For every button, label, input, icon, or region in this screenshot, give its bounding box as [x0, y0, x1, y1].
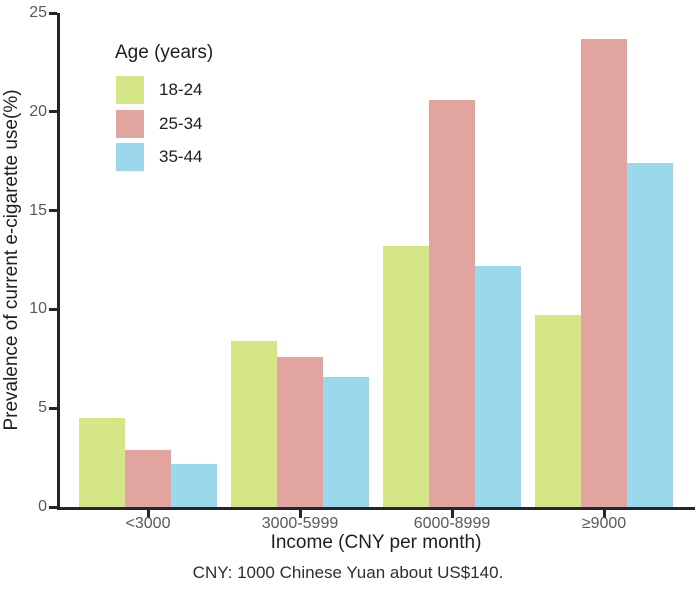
y-tick-label-15: 15	[29, 201, 47, 219]
legend-item-35-44: 35-44	[116, 143, 202, 171]
bar-age-18-24-income-2	[383, 246, 429, 507]
bar-age-25-34-income-0	[125, 449, 171, 507]
legend-swatch-18-24	[116, 76, 144, 104]
x-axis-title: Income (CNY per month)	[270, 532, 482, 553]
bar-age-35-44-income-0	[171, 463, 217, 507]
y-tick-mark-15	[49, 209, 57, 213]
legend-label-35-44: 35-44	[159, 147, 203, 166]
bar-age-18-24-income-3	[535, 315, 581, 507]
y-tick-label-25: 25	[29, 4, 47, 21]
legend-label-25-34: 25-34	[159, 113, 203, 133]
x-tick-mark-0	[146, 510, 150, 518]
x-tick-label-3: ≥9000	[581, 515, 627, 532]
y-tick-label-10: 10	[29, 300, 47, 318]
bar-age-35-44-income-1	[323, 376, 369, 507]
y-tick-label-5: 5	[38, 399, 47, 417]
x-tick-mark-1	[298, 510, 302, 518]
y-axis-title: Prevalence of current e-cigarette use(%)	[1, 89, 22, 431]
legend-swatch-35-44	[116, 143, 144, 171]
legend-swatch-25-34	[116, 109, 144, 138]
bar-age-25-34-income-2	[429, 99, 475, 507]
bar-age-18-24-income-1	[231, 341, 277, 507]
y-tick-label-0: 0	[38, 498, 47, 515]
legend: Age (years) 18-24 25-34 35-44	[60, 13, 310, 183]
x-tick-label-2: 6000-8999	[413, 515, 491, 532]
x-tick-mark-3	[602, 510, 606, 518]
y-tick-mark-20	[49, 110, 57, 114]
y-tick-mark-25	[49, 11, 57, 15]
legend-title: Age (years)	[115, 42, 214, 63]
bar-age-18-24-income-0	[79, 418, 125, 507]
plot-area: Age (years) 18-24 25-34 35-44 0 5 10 15 20 25 <3…	[29, 4, 695, 532]
bar-age-25-34-income-1	[277, 356, 323, 507]
footnote-caption: CNY: 1000 Chinese Yuan about US$140.	[192, 563, 504, 582]
x-tick-label-1: 3000-5999	[261, 515, 339, 532]
y-tick-mark-10	[49, 307, 57, 311]
x-tick-mark-2	[450, 510, 454, 518]
y-tick-mark-5	[49, 406, 57, 410]
y-tick-mark-0	[49, 505, 57, 509]
bar-age-35-44-income-2	[475, 265, 521, 507]
x-tick-label-0: <3000	[125, 515, 171, 532]
bar-age-35-44-income-3	[627, 163, 673, 507]
bar-age-25-34-income-3	[581, 38, 627, 507]
legend-label-18-24: 18-24	[159, 80, 203, 99]
legend-item-25-34: 25-34	[116, 109, 203, 138]
legend-item-18-24: 18-24	[116, 76, 202, 104]
y-tick-label-20: 20	[29, 102, 47, 120]
